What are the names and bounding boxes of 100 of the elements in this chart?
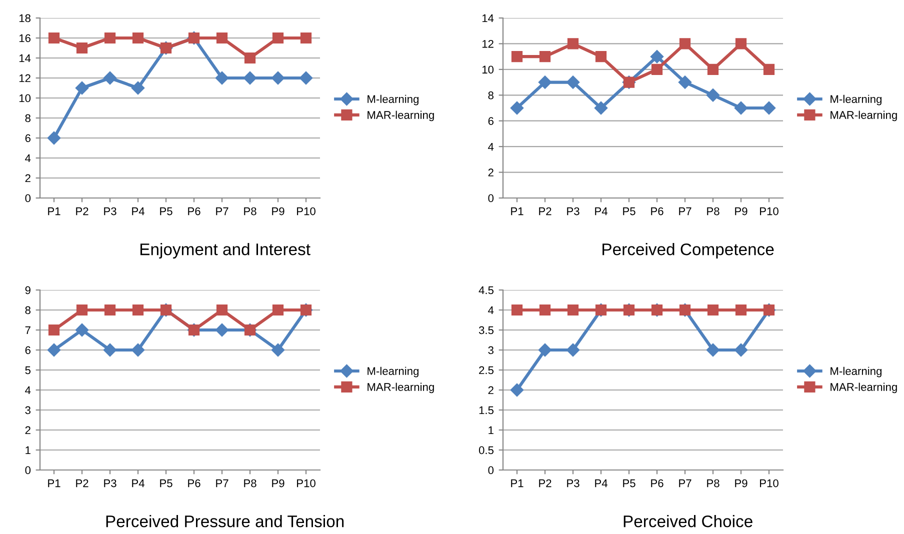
y-tick-label: 14 bbox=[482, 14, 494, 22]
point bbox=[47, 131, 61, 145]
x-axis-title: Enjoyment and Interest bbox=[140, 243, 310, 259]
x-tick-label: P10 bbox=[760, 479, 778, 488]
point bbox=[678, 76, 692, 89]
y-tick-label: 3 bbox=[25, 406, 30, 414]
x-tick-label: P7 bbox=[216, 207, 228, 216]
y-tick-label: 0 bbox=[488, 466, 494, 474]
y-tick-label: 8 bbox=[25, 306, 30, 314]
point bbox=[706, 88, 720, 102]
x-tick-label: P8 bbox=[707, 479, 720, 488]
point bbox=[132, 304, 144, 316]
x-tick-label: P3 bbox=[567, 479, 580, 488]
x-tick-label: P5 bbox=[160, 207, 172, 216]
y-tick-label: 4 bbox=[488, 142, 494, 151]
x-tick-label: P9 bbox=[735, 479, 748, 488]
x-tick-label: P3 bbox=[567, 207, 580, 216]
x-tick-label: P3 bbox=[104, 207, 116, 216]
legend-label: M-learning bbox=[368, 366, 418, 378]
x-tick-label: P9 bbox=[735, 207, 748, 216]
y-tick-label: 4 bbox=[25, 386, 31, 394]
point bbox=[567, 38, 579, 50]
y-tick-label: 8 bbox=[488, 91, 494, 100]
point bbox=[734, 343, 748, 357]
x-tick-label: P1 bbox=[511, 207, 524, 216]
y-tick-label: 1.5 bbox=[479, 406, 494, 414]
x-tick-label: P2 bbox=[76, 479, 88, 488]
legend-label: MAR-learning bbox=[368, 382, 434, 394]
y-tick-label: 4.5 bbox=[478, 286, 494, 294]
x-tick-label: P2 bbox=[539, 479, 552, 488]
point bbox=[707, 64, 719, 75]
y-tick-label: 0.5 bbox=[478, 446, 494, 454]
point bbox=[300, 32, 312, 44]
x-tick-label: P1 bbox=[48, 207, 60, 216]
point bbox=[567, 304, 579, 316]
legend-label: M-learning bbox=[368, 94, 418, 106]
x-tick-label: P8 bbox=[244, 207, 256, 216]
y-tick-label: 0 bbox=[488, 194, 494, 202]
point bbox=[539, 51, 551, 62]
legend-label: MAR-learning bbox=[368, 110, 434, 122]
point bbox=[679, 38, 691, 50]
point bbox=[76, 304, 88, 316]
x-tick-label: P9 bbox=[272, 479, 284, 488]
point bbox=[511, 51, 523, 62]
y-tick-label: 16 bbox=[19, 34, 30, 42]
x-tick-label: P4 bbox=[132, 207, 144, 216]
point bbox=[244, 52, 256, 64]
point bbox=[271, 71, 285, 85]
y-tick-label: 9 bbox=[25, 286, 30, 294]
x-tick-label: P6 bbox=[188, 207, 200, 216]
point bbox=[650, 50, 664, 64]
point bbox=[651, 64, 663, 75]
point bbox=[762, 101, 776, 115]
point bbox=[103, 71, 117, 85]
x-tick-label: P4 bbox=[132, 479, 144, 488]
x-tick-label: P7 bbox=[216, 479, 228, 488]
x-tick-label: P6 bbox=[651, 479, 664, 488]
y-tick-label: 3.5 bbox=[478, 326, 494, 334]
x-tick-label: P8 bbox=[707, 207, 720, 216]
y-tick-label: 12 bbox=[19, 74, 30, 82]
x-tick-label: P1 bbox=[511, 479, 524, 488]
y-tick-label: 4 bbox=[25, 154, 31, 162]
y-tick-label: 1 bbox=[26, 446, 30, 454]
y-tick-label: 2 bbox=[488, 168, 494, 176]
y-tick-label: 2.5 bbox=[479, 366, 494, 374]
x-tick-label: P4 bbox=[595, 479, 608, 488]
y-tick-label: 2 bbox=[25, 426, 30, 434]
y-tick-label: 0 bbox=[25, 466, 31, 474]
x-tick-label: P7 bbox=[679, 479, 692, 488]
y-tick-label: 10 bbox=[19, 94, 31, 102]
y-tick-label: 8 bbox=[25, 114, 30, 122]
point bbox=[131, 343, 145, 357]
x-tick-label: P1 bbox=[48, 479, 60, 488]
point bbox=[103, 343, 117, 357]
point bbox=[75, 323, 89, 337]
x-tick-label: P7 bbox=[679, 207, 692, 216]
x-tick-label: P10 bbox=[297, 479, 316, 488]
x-tick-label: P4 bbox=[595, 207, 608, 216]
y-tick-label: 3 bbox=[488, 346, 494, 354]
y-tick-label: 12 bbox=[482, 40, 494, 48]
x-tick-label: P5 bbox=[623, 479, 636, 488]
point bbox=[243, 71, 257, 85]
point bbox=[538, 76, 552, 89]
point bbox=[707, 304, 719, 316]
y-tick-label: 2 bbox=[25, 174, 30, 182]
x-axis-title: Perceived Competence bbox=[602, 243, 774, 259]
y-tick-label: 6 bbox=[488, 117, 494, 125]
x-tick-label: P6 bbox=[188, 479, 200, 488]
point bbox=[48, 32, 60, 44]
y-tick-label: 5 bbox=[25, 366, 31, 374]
point bbox=[271, 343, 285, 357]
y-tick-label: 0 bbox=[25, 194, 31, 202]
point bbox=[215, 323, 229, 337]
x-tick-label: P3 bbox=[104, 479, 116, 488]
y-tick-label: 6 bbox=[25, 134, 30, 142]
x-tick-label: P2 bbox=[76, 207, 88, 216]
legend-label: MAR-learning bbox=[830, 110, 897, 122]
x-tick-label: P2 bbox=[539, 207, 552, 216]
x-tick-label: P9 bbox=[272, 207, 284, 216]
y-tick-label: 10 bbox=[482, 66, 494, 74]
